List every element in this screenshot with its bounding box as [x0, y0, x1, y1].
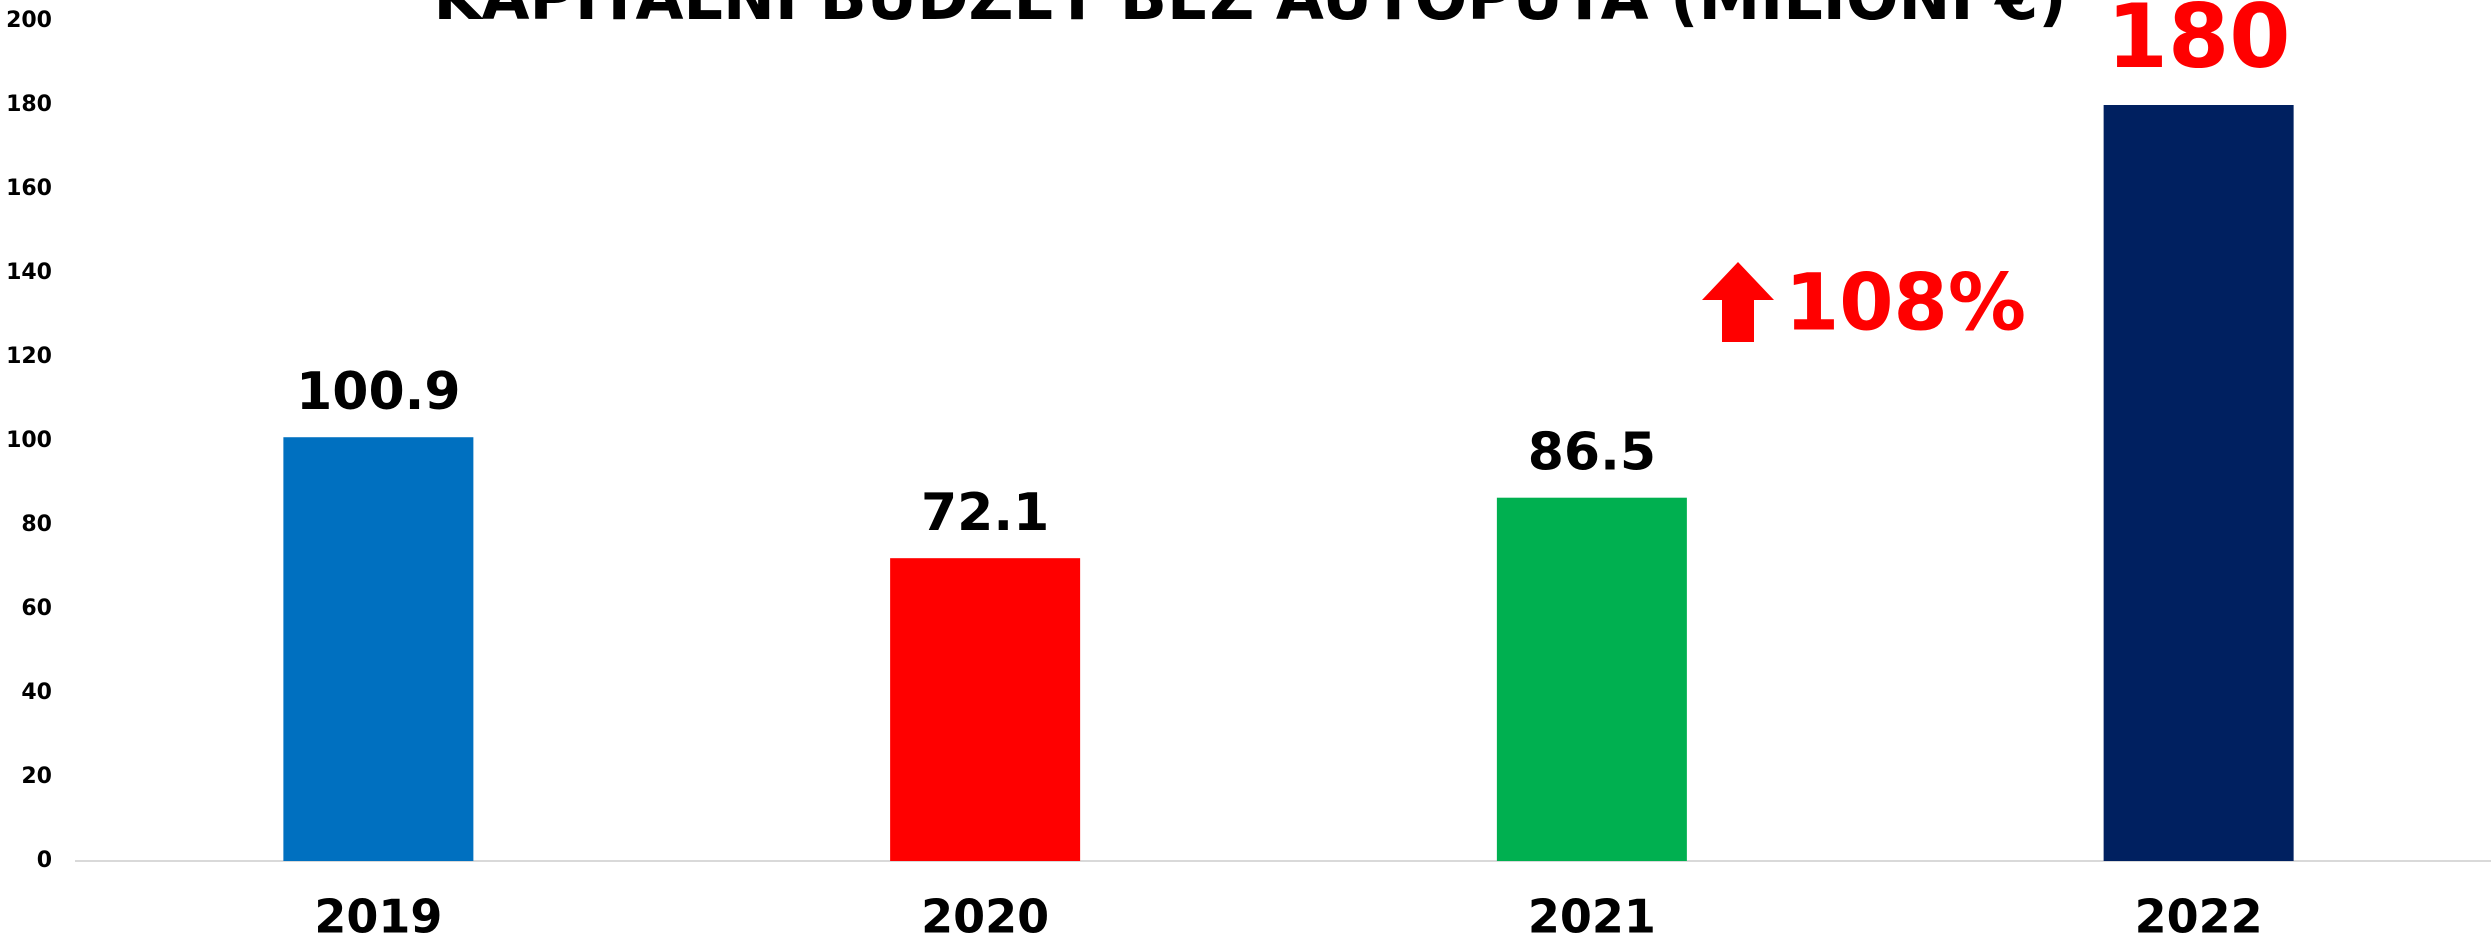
y-tick-label: 0 [37, 848, 52, 873]
bar [890, 558, 1081, 861]
value-label: 180 [2107, 0, 2291, 88]
y-tick-label: 140 [6, 260, 52, 285]
y-tick-label: 200 [6, 8, 52, 33]
y-tick-label: 60 [21, 596, 52, 621]
value-label: 100.9 [296, 362, 460, 422]
y-tick-label: 20 [21, 764, 52, 789]
value-label: 72.1 [921, 483, 1049, 543]
annotation: 108% [1785, 258, 2026, 348]
bar [283, 437, 474, 861]
up-arrow [1702, 262, 1774, 342]
y-tick-label: 160 [6, 176, 52, 201]
y-tick-label: 100 [6, 428, 52, 453]
y-tick-label: 180 [6, 92, 52, 117]
x-tick-label: 2019 [314, 890, 442, 940]
value-label: 86.5 [1528, 423, 1656, 483]
y-tick-label: 80 [21, 512, 52, 537]
y-tick-label: 120 [6, 344, 52, 369]
y-tick-label: 40 [21, 680, 52, 705]
x-tick-label: 2022 [2135, 890, 2263, 940]
bar [1496, 497, 1687, 861]
bar [2103, 105, 2294, 861]
chart-title: KAPITALNI BUDŽET BEZ AUTOPUTA (MILIONI €… [433, 0, 2066, 34]
x-tick-label: 2020 [921, 890, 1049, 940]
x-tick-label: 2021 [1528, 890, 1656, 940]
